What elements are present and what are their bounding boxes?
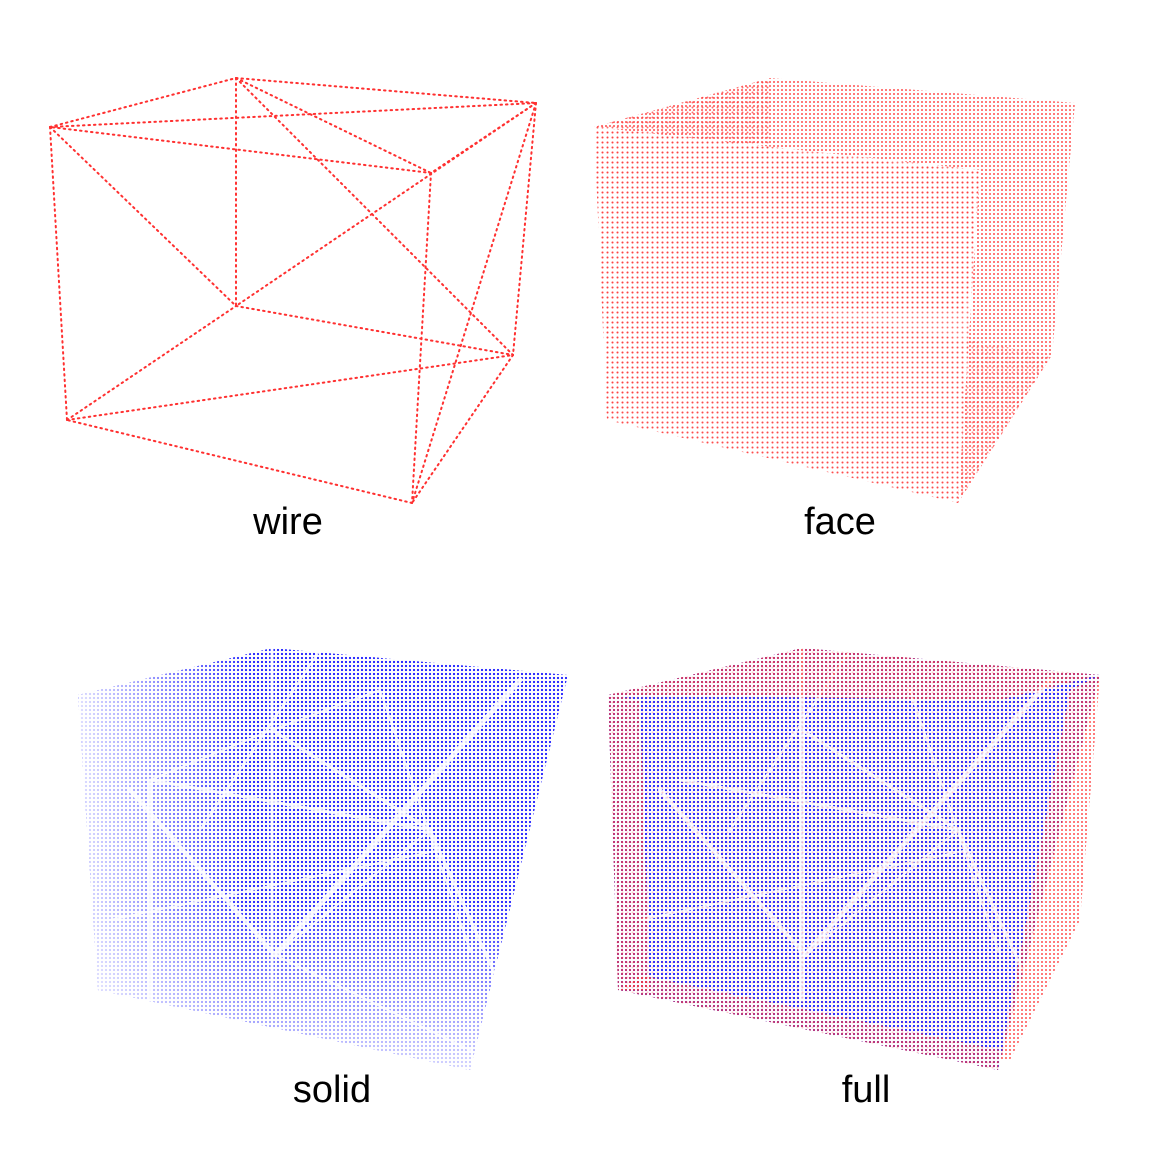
wire-diagonal — [411, 102, 537, 504]
wire-edge — [49, 126, 432, 174]
panel-label-full: full — [841, 1069, 891, 1111]
wire-edge — [66, 305, 237, 421]
full-cube — [608, 646, 1100, 1070]
face-bottom — [607, 306, 1052, 503]
panel-label-wire: wire — [253, 501, 323, 543]
wire-edge — [66, 419, 413, 504]
wire-edge — [49, 126, 68, 421]
wire-diagonal — [66, 354, 514, 421]
wire-edge — [512, 102, 537, 356]
wire-diagonal — [235, 102, 537, 307]
wire-edge — [235, 77, 537, 104]
wire-edge — [411, 172, 432, 504]
panel-label-solid: solid — [292, 1069, 372, 1111]
solid-streaks — [109, 646, 523, 1051]
wire-edge — [49, 77, 237, 128]
wire-diagonal — [49, 102, 537, 128]
wire-diagonal — [235, 77, 432, 174]
face-cube — [594, 78, 1075, 503]
wire-cube — [49, 77, 537, 504]
panel-label-face: face — [804, 501, 876, 543]
solid-cube — [78, 646, 568, 1070]
wire-diagonal — [49, 126, 237, 307]
wire-edge — [411, 354, 514, 504]
wire-diagonal — [235, 77, 514, 356]
